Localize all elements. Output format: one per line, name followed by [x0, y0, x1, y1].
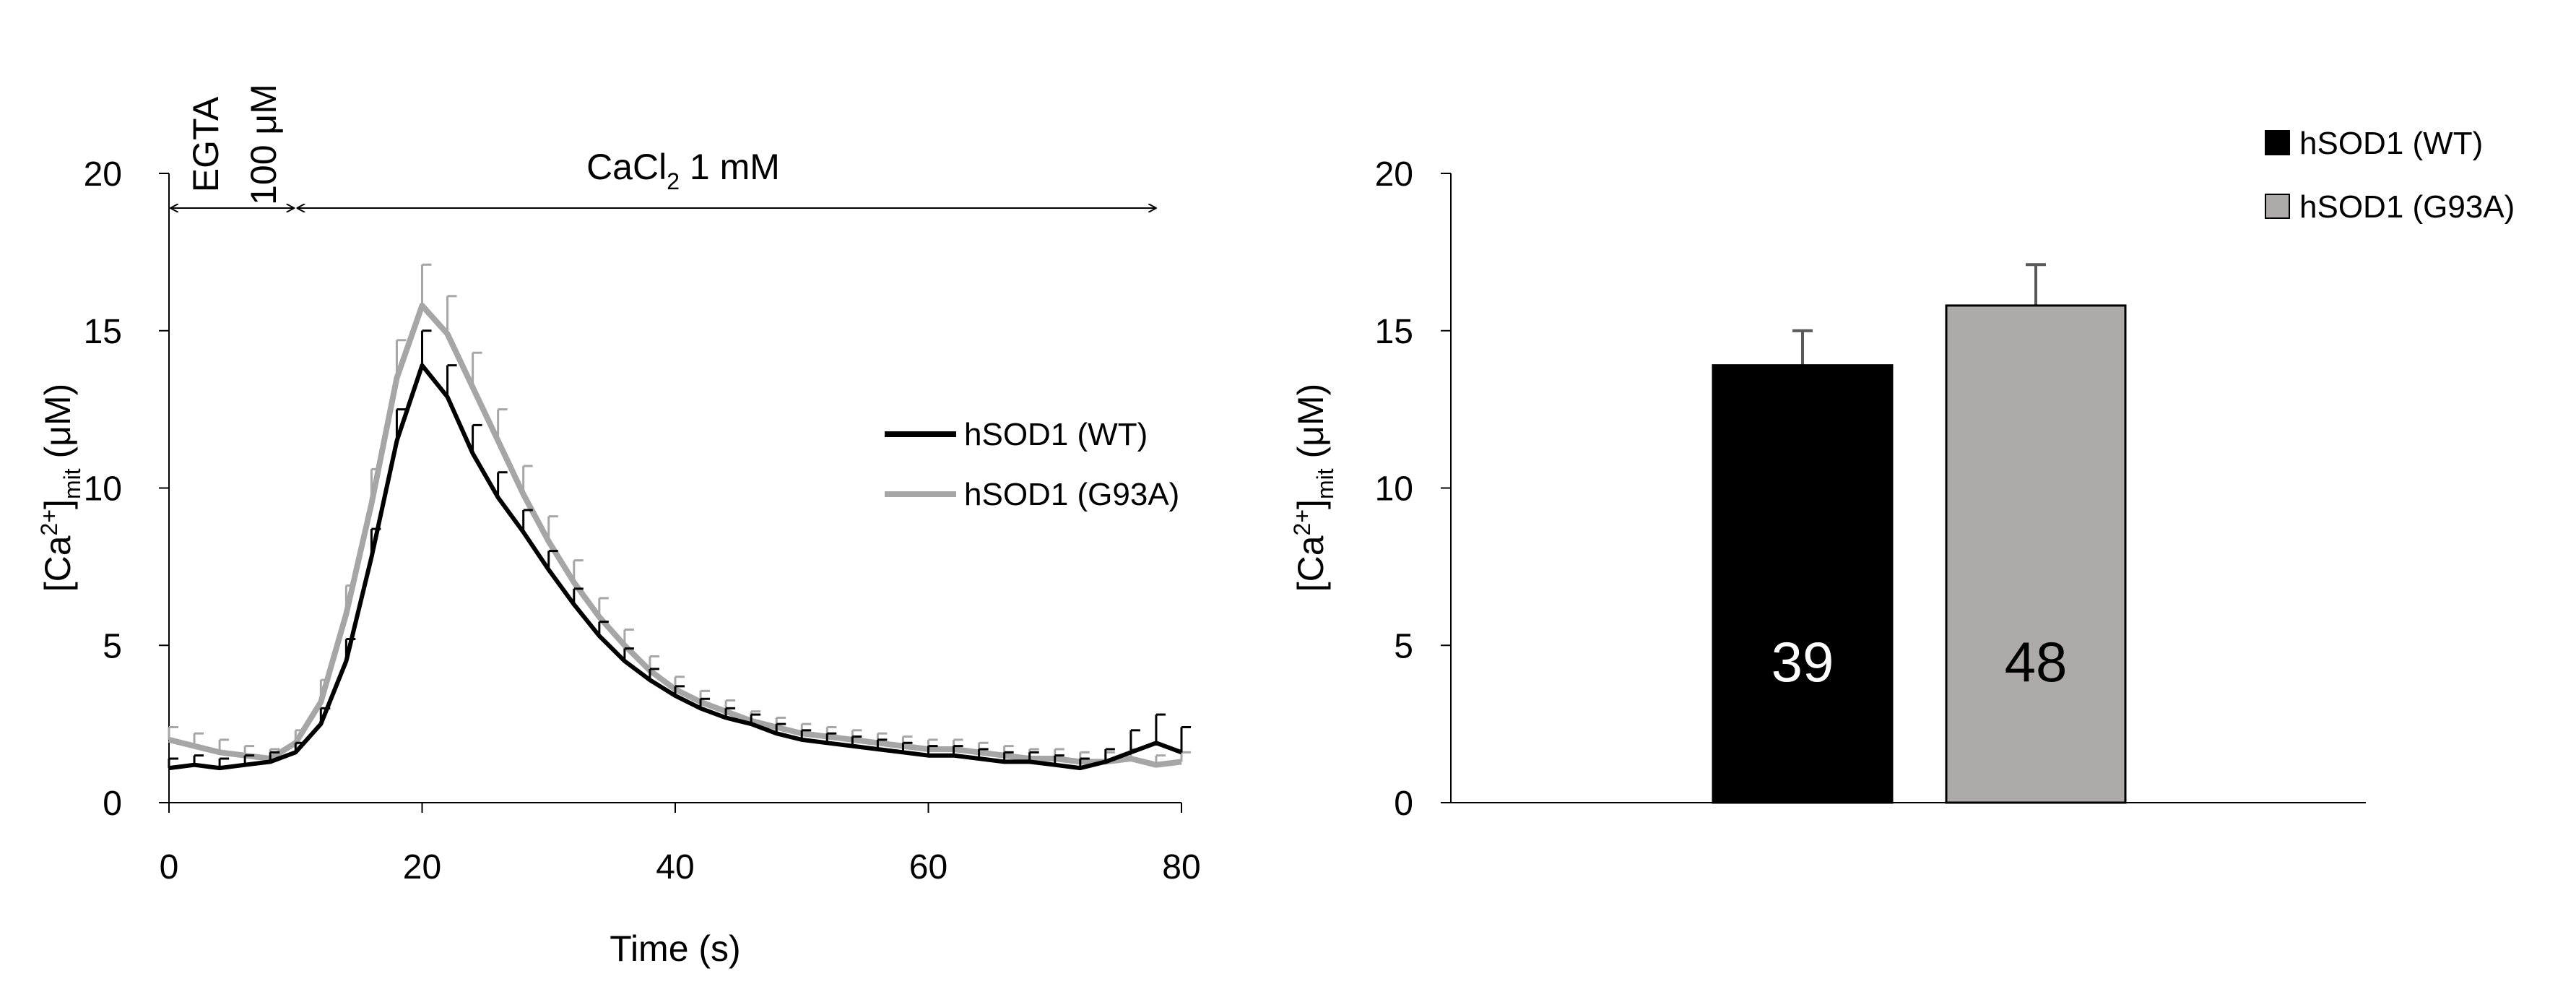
line-chart-x-tick-label: 60 [909, 848, 947, 886]
line-chart-x-tick-label: 40 [656, 848, 694, 886]
legend-swatch-bar-wt [2265, 130, 2290, 155]
legend-label-wt: hSOD1 (WT) [964, 417, 1148, 452]
series-line [168, 363, 1183, 771]
bar-chart-y-tick-label: 20 [1375, 155, 1413, 194]
bar-chart-legend: hSOD1 (WT) hSOD1 (G93A) [2265, 126, 2515, 225]
series-wt [168, 329, 1191, 771]
line-chart-panel: 0 5 10 15 20 0 20 40 60 80 [Ca2+]mit (μM) Time (… [36, 84, 1201, 969]
cacl-label: CaCl2 1 mM [586, 147, 780, 194]
bar-chart-y-tick-label: 15 [1375, 313, 1413, 351]
bar-chart-y-label: [Ca2+]mit (μM) [1289, 384, 1338, 592]
line-chart-y-label: [Ca2+]mit (μM) [36, 384, 85, 592]
bar-chart-y-tick-label: 10 [1375, 470, 1413, 509]
line-chart-y-tick-label: 5 [103, 627, 122, 665]
legend-label-bar-g93a: hSOD1 (G93A) [2299, 189, 2515, 225]
bar-chart-panel: 0 5 10 15 20 [Ca2+]mit (μM) 39 48 hSOD1 (WT) … [1289, 126, 2515, 823]
legend-swatch-bar-g93a [2265, 194, 2290, 219]
egta-label-line1: EGTA [186, 96, 226, 192]
line-chart-y-tick-label: 0 [103, 785, 122, 823]
line-chart-x-tick-label: 0 [160, 848, 179, 886]
bar-n-label: 39 [1771, 630, 1834, 694]
legend-label-g93a: hSOD1 (G93A) [964, 477, 1179, 512]
line-chart-y-tick-label: 20 [84, 155, 122, 194]
bar-chart-y-ticks: 0 5 10 15 20 [1375, 155, 1451, 823]
egta-label-line2: 100 μM [243, 84, 284, 205]
line-chart-legend: hSOD1 (WT) hSOD1 (G93A) [885, 417, 1179, 512]
line-chart-y-tick-label: 15 [84, 313, 122, 351]
legend-label-bar-wt: hSOD1 (WT) [2299, 126, 2483, 161]
bar-chart-bars: 39 48 [1712, 263, 2127, 804]
line-chart-y-tick-label: 10 [84, 470, 122, 509]
line-chart-x-tick-label: 80 [1162, 848, 1200, 886]
line-chart-series [168, 263, 1191, 771]
line-chart-x-label: Time (s) [610, 928, 740, 969]
series-g93a [168, 263, 1191, 768]
line-chart-x-tick-label: 20 [403, 848, 441, 886]
bar-chart-y-tick-label: 5 [1394, 627, 1413, 665]
bar-wt [1712, 364, 1894, 804]
bar-chart-y-tick-label: 0 [1394, 785, 1413, 823]
line-chart-x-ticks: 0 20 40 60 80 [160, 803, 1201, 886]
bar-n-label: 48 [2005, 630, 2068, 694]
line-chart-y-ticks: 0 5 10 15 20 [84, 155, 169, 823]
bar-g93a [1945, 304, 2127, 804]
